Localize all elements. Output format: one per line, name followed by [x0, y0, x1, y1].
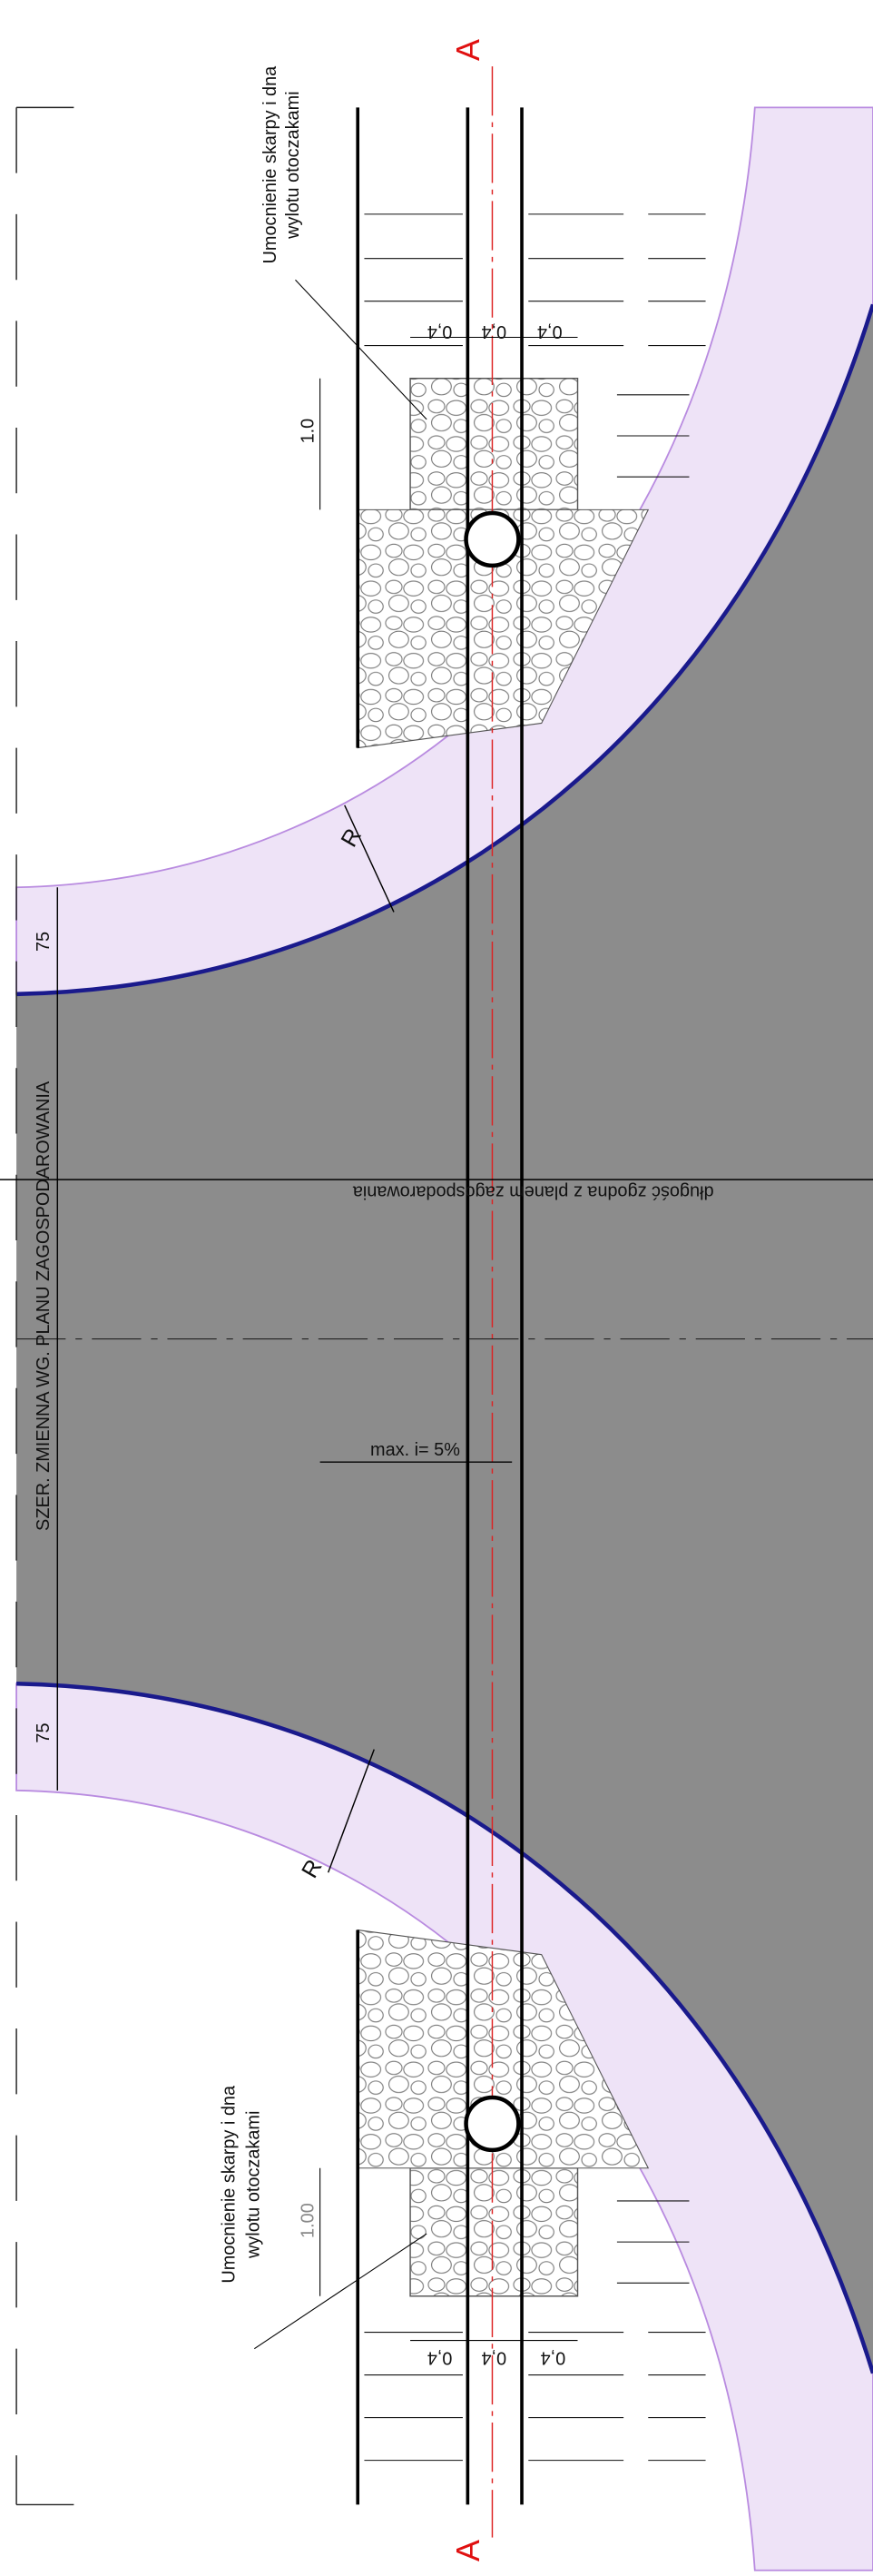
section-mark: A — [449, 2539, 486, 2561]
band-width: 75 — [34, 932, 54, 952]
width-label: 0,4 — [427, 321, 453, 341]
slope: max. i= 5% — [370, 1440, 460, 1460]
width-label: 0,4 — [481, 2347, 506, 2367]
road-surface — [16, 304, 873, 2374]
band-width: 75 — [34, 1722, 54, 1742]
leader — [295, 279, 427, 420]
hatch — [364, 213, 706, 2462]
length-label: 1.00 — [298, 2203, 318, 2238]
edge-line — [16, 1682, 873, 2374]
note: Umocnienie skarpy i dna — [260, 65, 280, 264]
note: wylotu otoczakami — [283, 91, 303, 239]
stone-area — [409, 2167, 579, 2297]
radius-arrow — [344, 804, 395, 913]
section-mark: A — [449, 38, 486, 61]
pipe — [464, 510, 521, 568]
width-label: 0,4 — [481, 321, 506, 341]
road-length: długość zgodna z planem zagospodarowania — [352, 1181, 714, 1201]
pipe — [464, 2095, 521, 2153]
width-label: 0,4 — [537, 321, 563, 341]
road-width: SZER. ZMIENNA WG. PLANU ZAGOSPODAROWANIA — [34, 1081, 54, 1531]
leader — [253, 2233, 427, 2350]
width-label: 0,4 — [427, 2347, 453, 2367]
note: Umocnienie skarpy i dna — [220, 2085, 240, 2284]
radius-arrow — [327, 1749, 375, 1873]
length-label: 1.0 — [298, 419, 318, 444]
edge-line — [16, 303, 873, 997]
note: wylotu otoczakami — [244, 2111, 264, 2259]
width-label: 0,4 — [541, 2347, 566, 2367]
stone-area — [409, 377, 579, 511]
